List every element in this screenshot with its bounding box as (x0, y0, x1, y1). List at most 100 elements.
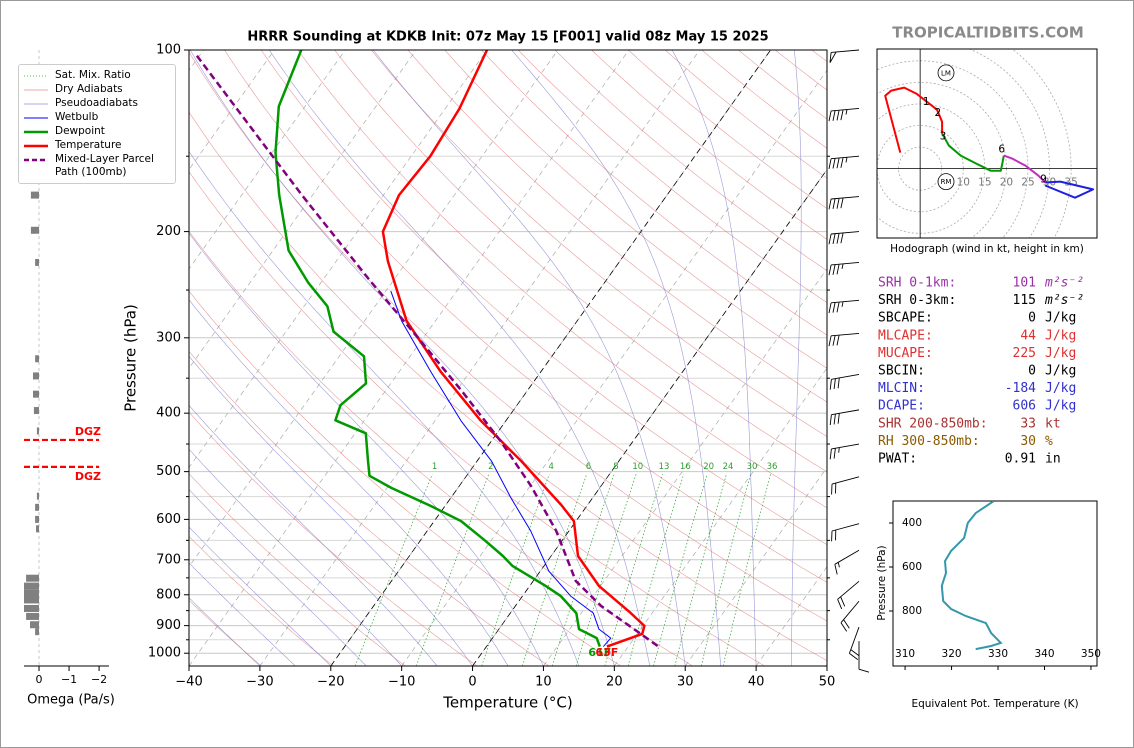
x-tick-label: −20 (317, 675, 344, 690)
pseudoadiabat (189, 50, 615, 666)
parameter-label: MUCAPE: (878, 346, 933, 361)
dry-adiabat (260, 50, 827, 546)
thetae-line (940, 501, 1003, 651)
dry-adiabat (481, 50, 827, 336)
parameter-label: SBCIN: (878, 364, 925, 379)
omega-bar (36, 427, 40, 435)
omega-bar (24, 604, 40, 612)
hodograph-trace (884, 86, 944, 153)
parameter-label: SBCAPE: (878, 311, 933, 326)
omega-bar (30, 621, 40, 629)
x-tick-label: −40 (175, 675, 202, 690)
parameter-unit: J/kg (1045, 364, 1076, 379)
dry-adiabat (811, 50, 827, 62)
isotherm (189, 50, 488, 469)
legend-swatch (24, 117, 48, 119)
parameter-value: 606 (1013, 399, 1036, 414)
mixing-ratio-label: 10 (632, 462, 643, 472)
legend-label: Mixed-Layer Parcel Path (100mb) (55, 153, 154, 178)
dry-adiabat (189, 350, 550, 666)
pseudoadiabat (268, 50, 651, 666)
profile-line (381, 50, 646, 648)
pseudoadiabat (189, 488, 367, 666)
pseudoadiabat (372, 50, 686, 666)
legend-swatch (24, 89, 48, 91)
parameter-unit: % (1045, 434, 1053, 449)
storm-motion-label: LM (941, 69, 951, 77)
x-tick-label: 0 (468, 675, 476, 690)
dry-adiabat (189, 535, 334, 666)
omega-bar (30, 226, 40, 234)
dry-adiabat (517, 50, 827, 303)
mixing-ratio-label: 4 (548, 462, 553, 472)
storm-motion-label: RM (941, 178, 952, 186)
dry-adiabat (334, 50, 827, 473)
isotherm (472, 168, 827, 666)
wind-barb (828, 155, 860, 169)
omega-bar (36, 492, 40, 500)
storm-motion-marker (937, 64, 955, 82)
ring-label: 10 (957, 177, 970, 189)
legend-label: Temperature (55, 139, 122, 151)
omega-tick-label: −1 (61, 673, 77, 686)
legend-label: Sat. Mix. Ratio (55, 69, 131, 81)
y-tick-label: 600 (156, 512, 181, 527)
parameter-unit: J/kg (1045, 328, 1076, 343)
dry-adiabat (189, 111, 827, 662)
legend-swatch (24, 75, 48, 77)
hodograph-trace (1003, 154, 1046, 184)
legend-swatch (24, 103, 48, 105)
x-tick-label: 20 (606, 675, 623, 690)
wind-barb (828, 261, 860, 276)
legend-swatch (24, 130, 48, 134)
isotherm (543, 268, 827, 666)
ring-label: 25 (1021, 177, 1034, 189)
omega-bar (33, 372, 40, 380)
parameter-value: -184 (1005, 381, 1036, 396)
omega-bar (33, 390, 40, 398)
x-axis-label: Temperature (°C) (442, 694, 572, 712)
omega-bar (35, 628, 40, 636)
mixing-ratio-line (415, 474, 490, 666)
mixing-ratio-line (522, 474, 588, 666)
wind-barb (829, 443, 860, 460)
parameter-unit: kt (1045, 416, 1061, 431)
parameter-value: 33 (1020, 416, 1036, 431)
parameter-label: PWAT: (878, 452, 917, 467)
pseudoadiabat (189, 355, 473, 666)
parameter-unit: J/kg (1045, 381, 1076, 396)
parameter-label: MLCIN: (878, 381, 925, 396)
x-tick-label: 30 (677, 675, 694, 690)
thetae-x-tick-label: 350 (1081, 648, 1101, 660)
height-label: 3 (940, 131, 947, 143)
omega-bar (26, 612, 40, 620)
dry-adiabat (407, 50, 827, 403)
y-tick-label: 100 (156, 43, 181, 58)
dry-adiabat (371, 50, 827, 437)
surface-label: 61F (588, 646, 611, 659)
wind-barb (828, 108, 860, 122)
y-tick-label: 1000 (148, 646, 181, 661)
dry-adiabat (775, 50, 827, 91)
x-tick-label: 50 (819, 675, 836, 690)
profiles (193, 50, 659, 648)
mixing-ratio-line (481, 474, 550, 666)
isotherm (189, 50, 346, 270)
omega-bar (26, 574, 40, 582)
omega-tick-label: 0 (36, 673, 43, 686)
thetae-y-tick-label: 600 (902, 561, 922, 573)
mixing-ratio-label: 24 (723, 462, 734, 472)
isotherm (401, 69, 827, 666)
parameter-value: 0 (1028, 311, 1036, 326)
dry-adiabat (444, 50, 827, 369)
isotherm (614, 367, 827, 666)
parameter-value: 101 (1013, 276, 1036, 291)
height-label: 2 (934, 107, 941, 119)
y-tick-label: 400 (156, 406, 181, 421)
parameter-unit: m²s⁻² (1044, 293, 1084, 308)
omega-bar (35, 503, 40, 511)
omega-bar (36, 525, 40, 533)
mixing-ratio-label: 20 (703, 462, 714, 472)
y-tick-label: 900 (156, 618, 181, 633)
